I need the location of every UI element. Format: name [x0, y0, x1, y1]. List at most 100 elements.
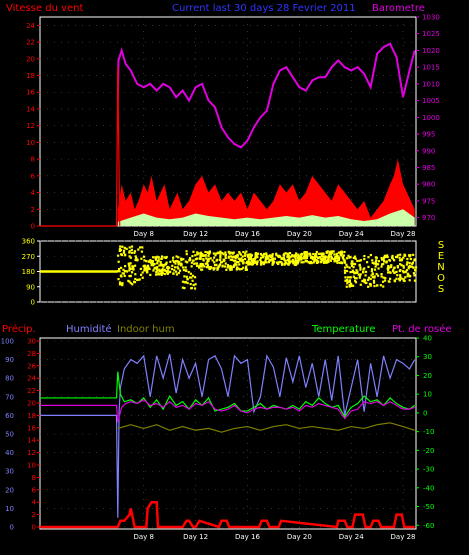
direction-point: [302, 261, 305, 264]
direction-point: [337, 258, 340, 261]
precip-tick-label: 30: [27, 338, 36, 346]
direction-point: [247, 263, 250, 266]
direction-point: [142, 265, 145, 268]
humidity-tick-label: 60: [5, 412, 14, 420]
direction-point: [255, 263, 259, 266]
direction-point: [219, 258, 222, 262]
direction-point: [229, 268, 232, 271]
direction-point: [224, 251, 227, 254]
direction-point: [130, 267, 133, 270]
direction-point: [402, 256, 405, 259]
direction-point: [254, 252, 257, 255]
direction-point: [348, 279, 352, 282]
direction-point: [366, 261, 369, 264]
direction-point: [381, 258, 385, 261]
humidity-panel-grid: [40, 338, 416, 529]
direction-point: [157, 272, 160, 275]
direction-point: [271, 260, 274, 263]
direction-point: [190, 286, 193, 290]
x-tick-label: Day 16: [235, 533, 261, 541]
direction-point: [224, 262, 227, 265]
direction-point: [329, 259, 332, 262]
wind-tick-label: 2: [31, 206, 35, 214]
direction-point: [353, 255, 357, 258]
direction-point: [159, 263, 163, 266]
temperature-tick-label: 40: [423, 335, 432, 343]
direction-point: [155, 273, 158, 276]
direction-point: [166, 272, 169, 275]
direction-point: [199, 254, 202, 258]
direction-point: [121, 282, 124, 285]
direction-point: [219, 255, 222, 258]
barometer-tick-label: 1030: [422, 14, 440, 22]
direction-point: [399, 275, 402, 279]
direction-point: [398, 256, 401, 259]
direction-point: [303, 251, 307, 254]
direction-letter: E: [438, 251, 444, 262]
direction-point: [193, 276, 197, 279]
direction-point: [414, 269, 417, 272]
direction-point: [158, 268, 161, 271]
direction-point: [259, 258, 262, 261]
direction-point: [372, 279, 376, 282]
direction-point: [282, 257, 286, 260]
direction-point: [277, 254, 280, 257]
direction-point: [288, 262, 291, 265]
direction-point: [132, 280, 136, 283]
direction-point: [128, 250, 131, 253]
direction-point: [119, 245, 122, 248]
direction-point: [143, 264, 147, 267]
direction-point: [315, 261, 319, 265]
direction-point: [180, 262, 183, 265]
direction-point: [160, 273, 163, 277]
direction-point: [373, 284, 376, 288]
direction-point: [178, 262, 181, 265]
direction-point: [122, 249, 126, 252]
direction-point: [116, 270, 120, 273]
direction-point: [224, 256, 227, 260]
direction-point: [260, 254, 263, 257]
direction-point: [305, 254, 308, 258]
direction-point: [346, 276, 350, 279]
x-tick-label: Day 8: [133, 533, 154, 541]
precip-tick-label: 22: [27, 387, 36, 395]
barometer-tick-label: 980: [422, 181, 435, 189]
direction-point: [340, 262, 343, 265]
direction-point: [185, 275, 188, 278]
direction-point: [334, 256, 337, 259]
direction-point: [236, 255, 239, 258]
direction-point: [237, 260, 240, 264]
direction-point: [200, 265, 203, 268]
direction-point: [375, 272, 378, 276]
direction-point: [359, 268, 362, 271]
direction-point: [264, 257, 268, 260]
direction-point: [383, 279, 387, 282]
direction-point: [234, 259, 237, 262]
direction-tick-label: 90: [26, 283, 35, 291]
direction-point: [117, 254, 120, 257]
direction-point: [198, 264, 201, 267]
direction-point: [324, 255, 327, 258]
direction-point: [177, 271, 180, 275]
direction-point: [152, 256, 155, 259]
direction-point: [158, 264, 161, 267]
humidity-tick-label: 90: [5, 356, 14, 364]
precip-label: Précip.: [2, 323, 36, 335]
indoor-hum-label: Indoor hum: [117, 324, 175, 335]
direction-point: [349, 270, 352, 274]
direction-point: [284, 260, 287, 263]
direction-point: [180, 259, 183, 262]
direction-point: [265, 261, 268, 264]
direction-point: [256, 252, 259, 255]
direction-point: [323, 257, 326, 261]
direction-point: [399, 263, 402, 266]
direction-point: [256, 260, 259, 263]
direction-point: [190, 276, 193, 279]
direction-point: [153, 262, 156, 266]
direction-point: [354, 281, 358, 284]
direction-point: [294, 259, 297, 262]
direction-point: [345, 263, 348, 266]
direction-point: [146, 269, 149, 273]
direction-point: [215, 263, 218, 266]
